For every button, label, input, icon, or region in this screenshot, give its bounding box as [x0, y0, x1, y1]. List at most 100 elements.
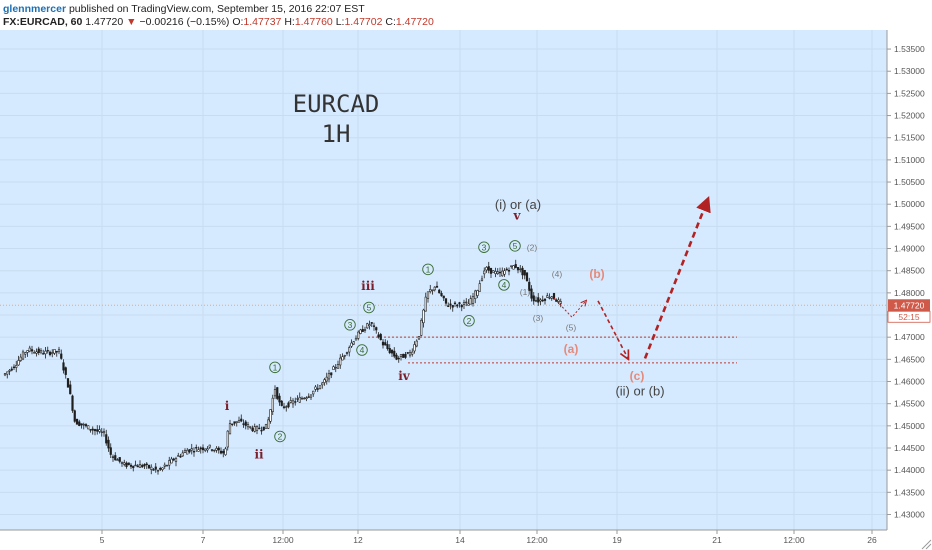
resize-grip-icon[interactable] — [920, 538, 932, 550]
candle-body — [69, 384, 72, 395]
candle-body — [386, 344, 389, 349]
candle-body — [156, 469, 160, 472]
x-tick-label: 14 — [455, 535, 465, 545]
current-price-tag: 1.47720 52:15 — [887, 299, 931, 323]
down-arrow-icon: ▼ — [126, 16, 137, 28]
wave-label-circled: 1 — [426, 264, 431, 274]
candle-body — [534, 300, 538, 302]
candle-body — [39, 350, 43, 353]
time-axis-ticks: 5 7 12:00 12 14 12:00 19 21 12:00 26 — [100, 530, 877, 545]
wave-label-roman: v — [513, 208, 522, 222]
x-tick-label: 7 — [201, 535, 206, 545]
candle-body — [361, 329, 364, 332]
candle-body — [379, 334, 382, 341]
candle-body — [426, 291, 430, 299]
candle-body — [548, 297, 551, 299]
candle-body — [244, 421, 247, 426]
candle-body — [163, 464, 166, 467]
wave-circle — [269, 361, 281, 374]
candle-body — [114, 455, 117, 461]
candle-body — [334, 366, 337, 369]
candle-body — [37, 348, 40, 353]
candle-body — [424, 296, 427, 312]
projection-arrow — [643, 195, 711, 359]
candle-body — [145, 463, 148, 465]
wave-label-minor: (5) — [566, 322, 577, 332]
candle-body — [440, 293, 443, 297]
open-value: 1.47737 — [243, 16, 282, 28]
wave-label-roman: iv — [398, 369, 411, 383]
candle-body — [395, 354, 398, 360]
candle-body — [71, 395, 74, 411]
candle-body — [48, 351, 52, 355]
candle-body — [186, 449, 189, 455]
candle-body — [327, 373, 331, 380]
chart-header: glennmercer published on TradingView.com… — [0, 0, 932, 30]
candle-body — [78, 421, 81, 426]
y-tick-label: 1.52000 — [894, 111, 925, 121]
candle-body — [289, 400, 292, 403]
candle-body — [253, 426, 256, 432]
candle-body — [33, 352, 36, 354]
wave-label-circled: 4 — [360, 345, 365, 355]
time-axis[interactable] — [0, 530, 932, 550]
price-axis[interactable] — [887, 30, 932, 550]
candle-body — [44, 350, 47, 355]
candle-body — [514, 264, 517, 268]
candle-body — [305, 397, 308, 400]
last-price: 1.47720 — [85, 16, 124, 28]
candle-body — [408, 352, 412, 356]
candle-body — [498, 271, 502, 274]
candle-body — [199, 447, 202, 450]
candle-body — [269, 409, 272, 422]
close-label: C: — [385, 16, 396, 28]
price-chart[interactable]: iiiiiiivv1234512345(1)(2)(3)(4)(5)(a)(b)… — [0, 30, 932, 550]
wave-labels: iiiiiiivv1234512345(1)(2)(3)(4)(5)(a)(b)… — [225, 197, 665, 462]
y-tick-label: 1.45000 — [894, 421, 925, 431]
candle-body — [75, 419, 79, 425]
candles — [3, 259, 562, 475]
wave-annotation: (i) or (a) — [495, 197, 541, 212]
y-tick-label: 1.44500 — [894, 443, 925, 453]
publisher-username[interactable]: glennmercer — [3, 3, 67, 15]
candle-body — [174, 458, 178, 462]
candle-body — [505, 268, 508, 271]
candle-body — [87, 425, 90, 430]
candle-body — [519, 268, 522, 271]
y-tick-label: 1.43500 — [894, 487, 925, 497]
candle-body — [393, 350, 396, 357]
candle-body — [510, 265, 513, 267]
projection-arrow — [553, 297, 586, 318]
candle-body — [420, 320, 423, 336]
plot-area[interactable] — [0, 30, 887, 530]
candle-body — [397, 357, 400, 360]
price-tag-box — [888, 299, 930, 312]
candle-body — [411, 351, 414, 355]
candle-body — [496, 271, 499, 274]
y-tick-label: 1.53000 — [894, 66, 925, 76]
x-tick-label: 12 — [353, 535, 363, 545]
candle-body — [116, 459, 119, 461]
candle-body — [134, 464, 137, 467]
x-tick-label: 12:00 — [783, 535, 805, 545]
candle-body — [422, 309, 425, 324]
candle-body — [213, 449, 216, 452]
candle-body — [471, 296, 475, 304]
candle-body — [447, 305, 450, 307]
candle-body — [120, 462, 124, 464]
candle-body — [287, 402, 290, 408]
symbol-line: FX:EURCAD, 60 1.47720 ▼ −0.00216 (−0.15%… — [3, 16, 434, 28]
wave-label-minor: (2) — [527, 243, 538, 253]
candle-body — [543, 298, 547, 301]
candle-body — [226, 430, 229, 448]
candle-body — [183, 450, 187, 453]
candle-body — [415, 340, 418, 347]
candle-body — [363, 329, 367, 331]
y-tick-label: 1.51000 — [894, 155, 925, 165]
candle-body — [449, 303, 452, 306]
wave-label-circled: 5 — [513, 241, 518, 251]
candle-body — [465, 301, 468, 304]
candle-body — [377, 334, 380, 338]
symbol-label[interactable]: FX:EURCAD, 60 — [3, 16, 83, 28]
candle-body — [260, 429, 263, 432]
